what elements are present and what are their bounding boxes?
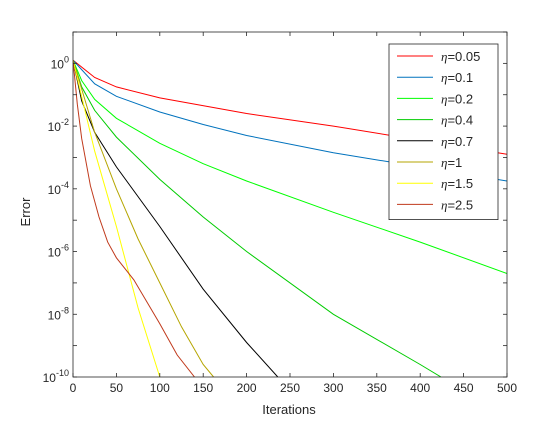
y-axis-label: Error xyxy=(18,197,33,227)
x-tick-label: 400 xyxy=(410,381,430,395)
x-tick-label: 200 xyxy=(237,381,257,395)
legend-label: η=0.05 xyxy=(441,49,480,64)
x-tick-label: 50 xyxy=(110,381,124,395)
legend-label: η=2.5 xyxy=(441,197,473,212)
legend-label: η=0.4 xyxy=(441,113,473,128)
legend-box xyxy=(388,43,499,221)
legend-label: η=0.7 xyxy=(441,134,473,149)
series-line-7 xyxy=(73,60,161,377)
x-tick-label: 300 xyxy=(323,381,343,395)
x-axis-label: Iterations xyxy=(262,402,316,417)
legend-label: η=0.2 xyxy=(441,91,473,106)
legend-label: η=1 xyxy=(441,155,462,170)
series-line-3 xyxy=(73,60,507,274)
series-line-4 xyxy=(73,60,442,377)
y-tick-label: 100 xyxy=(51,54,69,71)
x-tick-label: 500 xyxy=(497,381,517,395)
x-tick-label: 250 xyxy=(280,381,300,395)
axes-layer: 0 50 100 150 200 250 300 350 400 450 500 100 10-2 10-… xyxy=(43,31,517,395)
series-line-6 xyxy=(73,60,214,377)
legend: η=0.05 η=0.1 η=0.2 η=0.4 η=0.7 η=1 η=1.5 η=2.5 xyxy=(388,43,499,221)
y-tick-label: 10-8 xyxy=(48,305,69,322)
y-tick-label: 10-2 xyxy=(48,117,69,134)
y-tick-label: 10-4 xyxy=(48,180,69,197)
y-tick-label: 10-10 xyxy=(43,368,69,385)
x-tick-label: 100 xyxy=(150,381,170,395)
x-tick-label: 150 xyxy=(193,381,213,395)
legend-label: η=0.1 xyxy=(441,70,473,85)
x-tick-label: 450 xyxy=(454,381,474,395)
x-tick-label: 350 xyxy=(367,381,387,395)
x-tick-label: 0 xyxy=(70,381,77,395)
y-tick-label: 10-6 xyxy=(48,243,69,260)
series-layer xyxy=(73,59,507,377)
legend-label: η=1.5 xyxy=(441,176,473,191)
series-line-8 xyxy=(73,60,195,377)
